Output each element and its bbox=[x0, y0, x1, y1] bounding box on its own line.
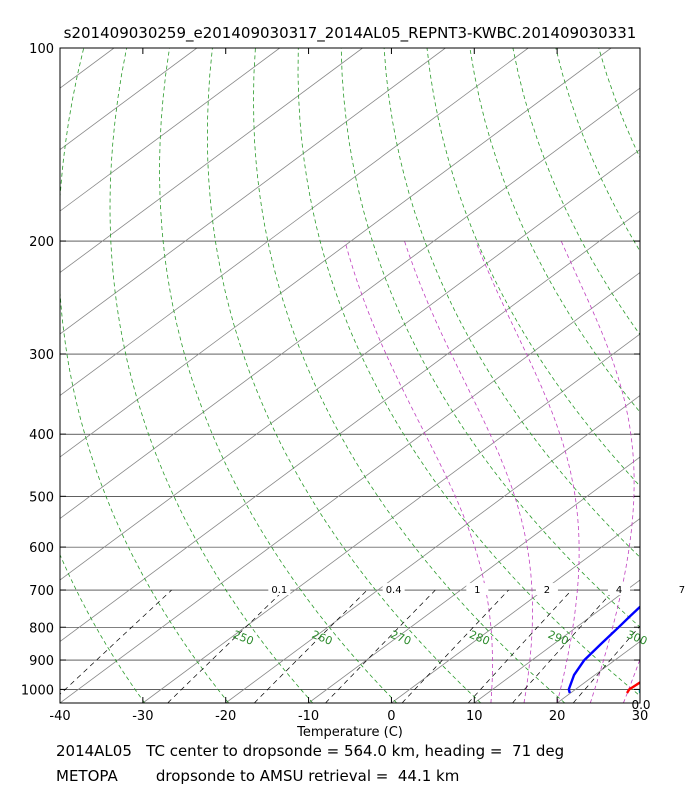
dry-adiabat-line bbox=[598, 48, 640, 159]
y-tick-label: 500 bbox=[29, 490, 54, 505]
isotherm-line bbox=[60, 87, 640, 520]
dry-adiabat-line bbox=[685, 48, 700, 703]
isotherm-line bbox=[60, 48, 280, 212]
dry-adiabat-line bbox=[469, 48, 640, 413]
series-layer bbox=[567, 48, 700, 694]
profile-line-1 bbox=[625, 680, 640, 694]
isotherm-line bbox=[60, 48, 529, 397]
contour-label-bg bbox=[670, 583, 693, 596]
mixing-ratio-line bbox=[254, 589, 368, 703]
dry-adiabat-line bbox=[60, 553, 146, 703]
x-tick-label: 10 bbox=[466, 709, 483, 724]
x-tick-label: 30 bbox=[632, 709, 649, 724]
dry-adiabat-line bbox=[297, 48, 640, 697]
y-tick-label: 100 bbox=[29, 42, 54, 57]
theta-label: 290 bbox=[546, 628, 570, 648]
dry-adiabat-line bbox=[206, 48, 482, 703]
contour-label-bg bbox=[466, 583, 489, 596]
moist-adiabat-line bbox=[344, 240, 493, 703]
isotherm-line bbox=[60, 48, 363, 274]
y-tick-label: 800 bbox=[29, 621, 54, 636]
moist-adiabat-line bbox=[404, 240, 533, 703]
dry-adiabat-line bbox=[159, 48, 397, 703]
mixing-ratio-line bbox=[401, 589, 509, 703]
contour-label: 2 bbox=[544, 585, 550, 596]
dry-adiabat-line bbox=[60, 48, 230, 703]
y-tick-label: 1000 bbox=[21, 683, 54, 698]
isotherm-line bbox=[308, 456, 640, 703]
contour-label: 7 bbox=[679, 585, 685, 596]
contour-label-bg bbox=[535, 583, 558, 596]
contour-label: 0.4 bbox=[386, 585, 402, 596]
dry-adiabat-line bbox=[426, 48, 640, 487]
contour-label-bg bbox=[608, 583, 631, 596]
y-tick-label: 700 bbox=[29, 584, 54, 599]
dry-adiabat-line bbox=[253, 48, 566, 703]
moist-adiabat-line bbox=[623, 658, 640, 703]
y-tick-label: 200 bbox=[29, 235, 54, 250]
x-tick-label: -10 bbox=[298, 709, 319, 724]
corner-label: 0.0 bbox=[631, 698, 650, 712]
isotherm-line bbox=[142, 333, 640, 703]
mixing-ratio-line bbox=[512, 589, 615, 703]
mixing-ratio-line bbox=[167, 589, 285, 703]
contour-label-bg bbox=[382, 583, 405, 596]
mixing-ratio-line bbox=[60, 589, 172, 695]
theta-label: 250 bbox=[231, 628, 255, 648]
isotherm-line bbox=[60, 48, 612, 458]
theta-label: 260 bbox=[310, 628, 334, 648]
isotherm-line bbox=[60, 210, 640, 643]
label-layer: 0.10.41247101681216202428322502602702802… bbox=[231, 583, 693, 648]
isotherm-line bbox=[60, 272, 640, 703]
x-axis-label: Temperature (C) bbox=[296, 725, 403, 740]
dry-adiabat-line bbox=[109, 48, 313, 703]
x-tick-label: -30 bbox=[132, 709, 153, 724]
chart-title: s201409030259_e201409030317_2014AL05_REP… bbox=[64, 24, 637, 43]
grid-layer bbox=[0, 48, 700, 703]
dry-adiabat-line bbox=[60, 701, 62, 703]
isotherm-line bbox=[639, 702, 640, 703]
contour-label: 0.1 bbox=[271, 585, 287, 596]
mixing-ratio-line bbox=[325, 589, 436, 703]
isotherm-line bbox=[60, 48, 446, 335]
contour-label: 4 bbox=[616, 585, 622, 596]
theta-label: 300 bbox=[625, 628, 649, 648]
y-tick-label: 900 bbox=[29, 654, 54, 669]
contour-label-bg bbox=[268, 583, 291, 596]
profile-line-2 bbox=[567, 605, 640, 694]
isotherm-line bbox=[60, 48, 115, 89]
dry-adiabat-line bbox=[555, 48, 640, 252]
y-tick-label: 600 bbox=[29, 541, 54, 556]
mixing-ratio-line bbox=[572, 625, 640, 703]
dry-adiabat-line bbox=[383, 48, 640, 558]
dry-adiabat-line bbox=[340, 48, 640, 628]
x-tick-label: -40 bbox=[49, 709, 70, 724]
mixing-ratio-line bbox=[467, 589, 572, 703]
y-tick-label: 300 bbox=[29, 348, 54, 363]
theta-label: 270 bbox=[389, 628, 413, 648]
footer-line-1: 2014AL05 TC center to dropsonde = 564.0 … bbox=[56, 742, 565, 760]
footer-line-2: METOPA dropsonde to AMSU retrieval = 44.… bbox=[56, 767, 460, 785]
y-tick-label: 400 bbox=[29, 428, 54, 443]
profile-line-3 bbox=[654, 48, 700, 693]
moist-adiabat-line bbox=[657, 241, 700, 703]
moist-adiabat-line bbox=[690, 241, 700, 703]
isotherm-line bbox=[225, 395, 640, 703]
axis-layer: -40 -30 -20 -10 0 10 20 30 100 200 300 400 500 600 700… bbox=[21, 42, 648, 724]
plot-frame bbox=[59, 47, 641, 704]
isotherm-line bbox=[391, 518, 640, 703]
x-tick-label: 20 bbox=[549, 709, 566, 724]
moist-adiabat-line bbox=[560, 240, 635, 703]
profile-line-4 bbox=[638, 689, 640, 694]
isotherm-line bbox=[0, 48, 31, 703]
isotherm-line bbox=[60, 48, 198, 151]
dry-adiabat-line bbox=[642, 48, 700, 703]
x-tick-label: -20 bbox=[215, 709, 236, 724]
isotherm-line bbox=[60, 149, 640, 581]
isotherm-line bbox=[556, 641, 640, 703]
dry-adiabat-line bbox=[512, 48, 640, 336]
x-tick-label: 0 bbox=[387, 709, 395, 724]
contour-label: 1 bbox=[474, 585, 480, 596]
